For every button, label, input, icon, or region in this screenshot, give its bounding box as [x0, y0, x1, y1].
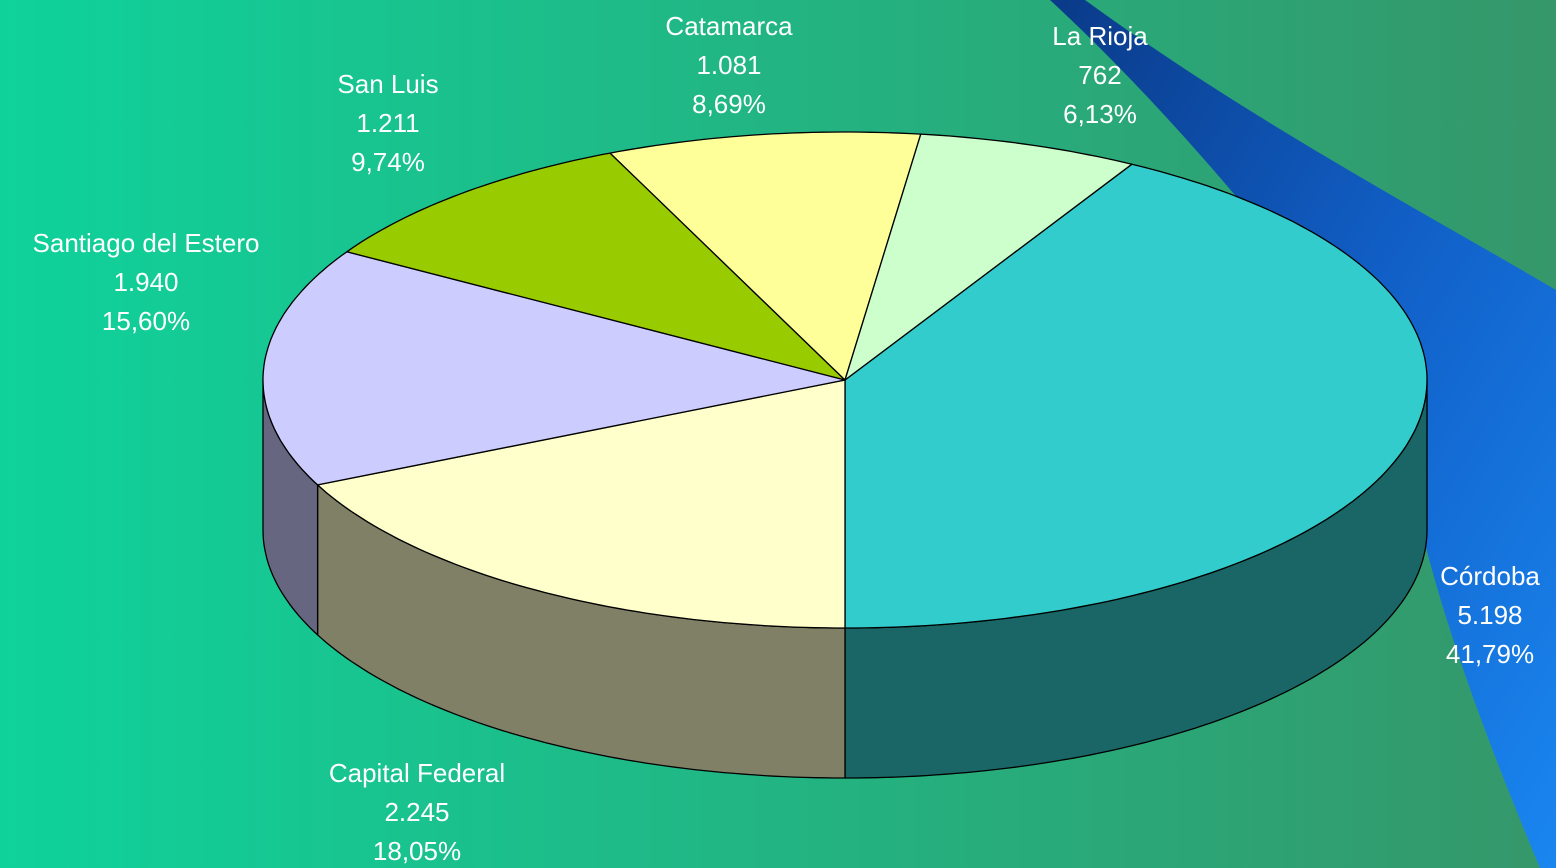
value-label: 2.245: [384, 797, 449, 827]
slice: [316, 379, 846, 629]
percent-label: 9,74%: [351, 147, 425, 177]
category-label: Catamarca: [665, 11, 793, 41]
value-label: 5.198: [1457, 600, 1522, 630]
category-label: Córdoba: [1440, 561, 1540, 591]
value-label: 1.211: [356, 108, 419, 138]
percent-label: 15,60%: [102, 306, 190, 336]
pie: [262, 131, 1428, 779]
category-label: La Rioja: [1052, 21, 1148, 51]
value-label: 762: [1078, 60, 1121, 90]
category-label: Capital Federal: [329, 758, 505, 788]
percent-label: 41,79%: [1446, 639, 1534, 669]
slice: [844, 133, 1133, 381]
decorative-swoosh: [1050, 0, 1556, 868]
percent-label: 18,05%: [373, 836, 461, 866]
labels: Córdoba 5.198 41,79% Capital Federal 2.245 18…: [33, 11, 1541, 866]
value-label: 1.081: [696, 50, 761, 80]
slice: [609, 131, 922, 381]
slice: [262, 251, 846, 486]
slice: [346, 152, 846, 381]
percent-label: 6,13%: [1063, 99, 1137, 129]
category-label: San Luis: [337, 69, 438, 99]
value-label: 1.940: [113, 267, 178, 297]
percent-label: 8,69%: [692, 89, 766, 119]
slice: [844, 163, 1428, 629]
category-label: Santiago del Estero: [33, 228, 260, 258]
